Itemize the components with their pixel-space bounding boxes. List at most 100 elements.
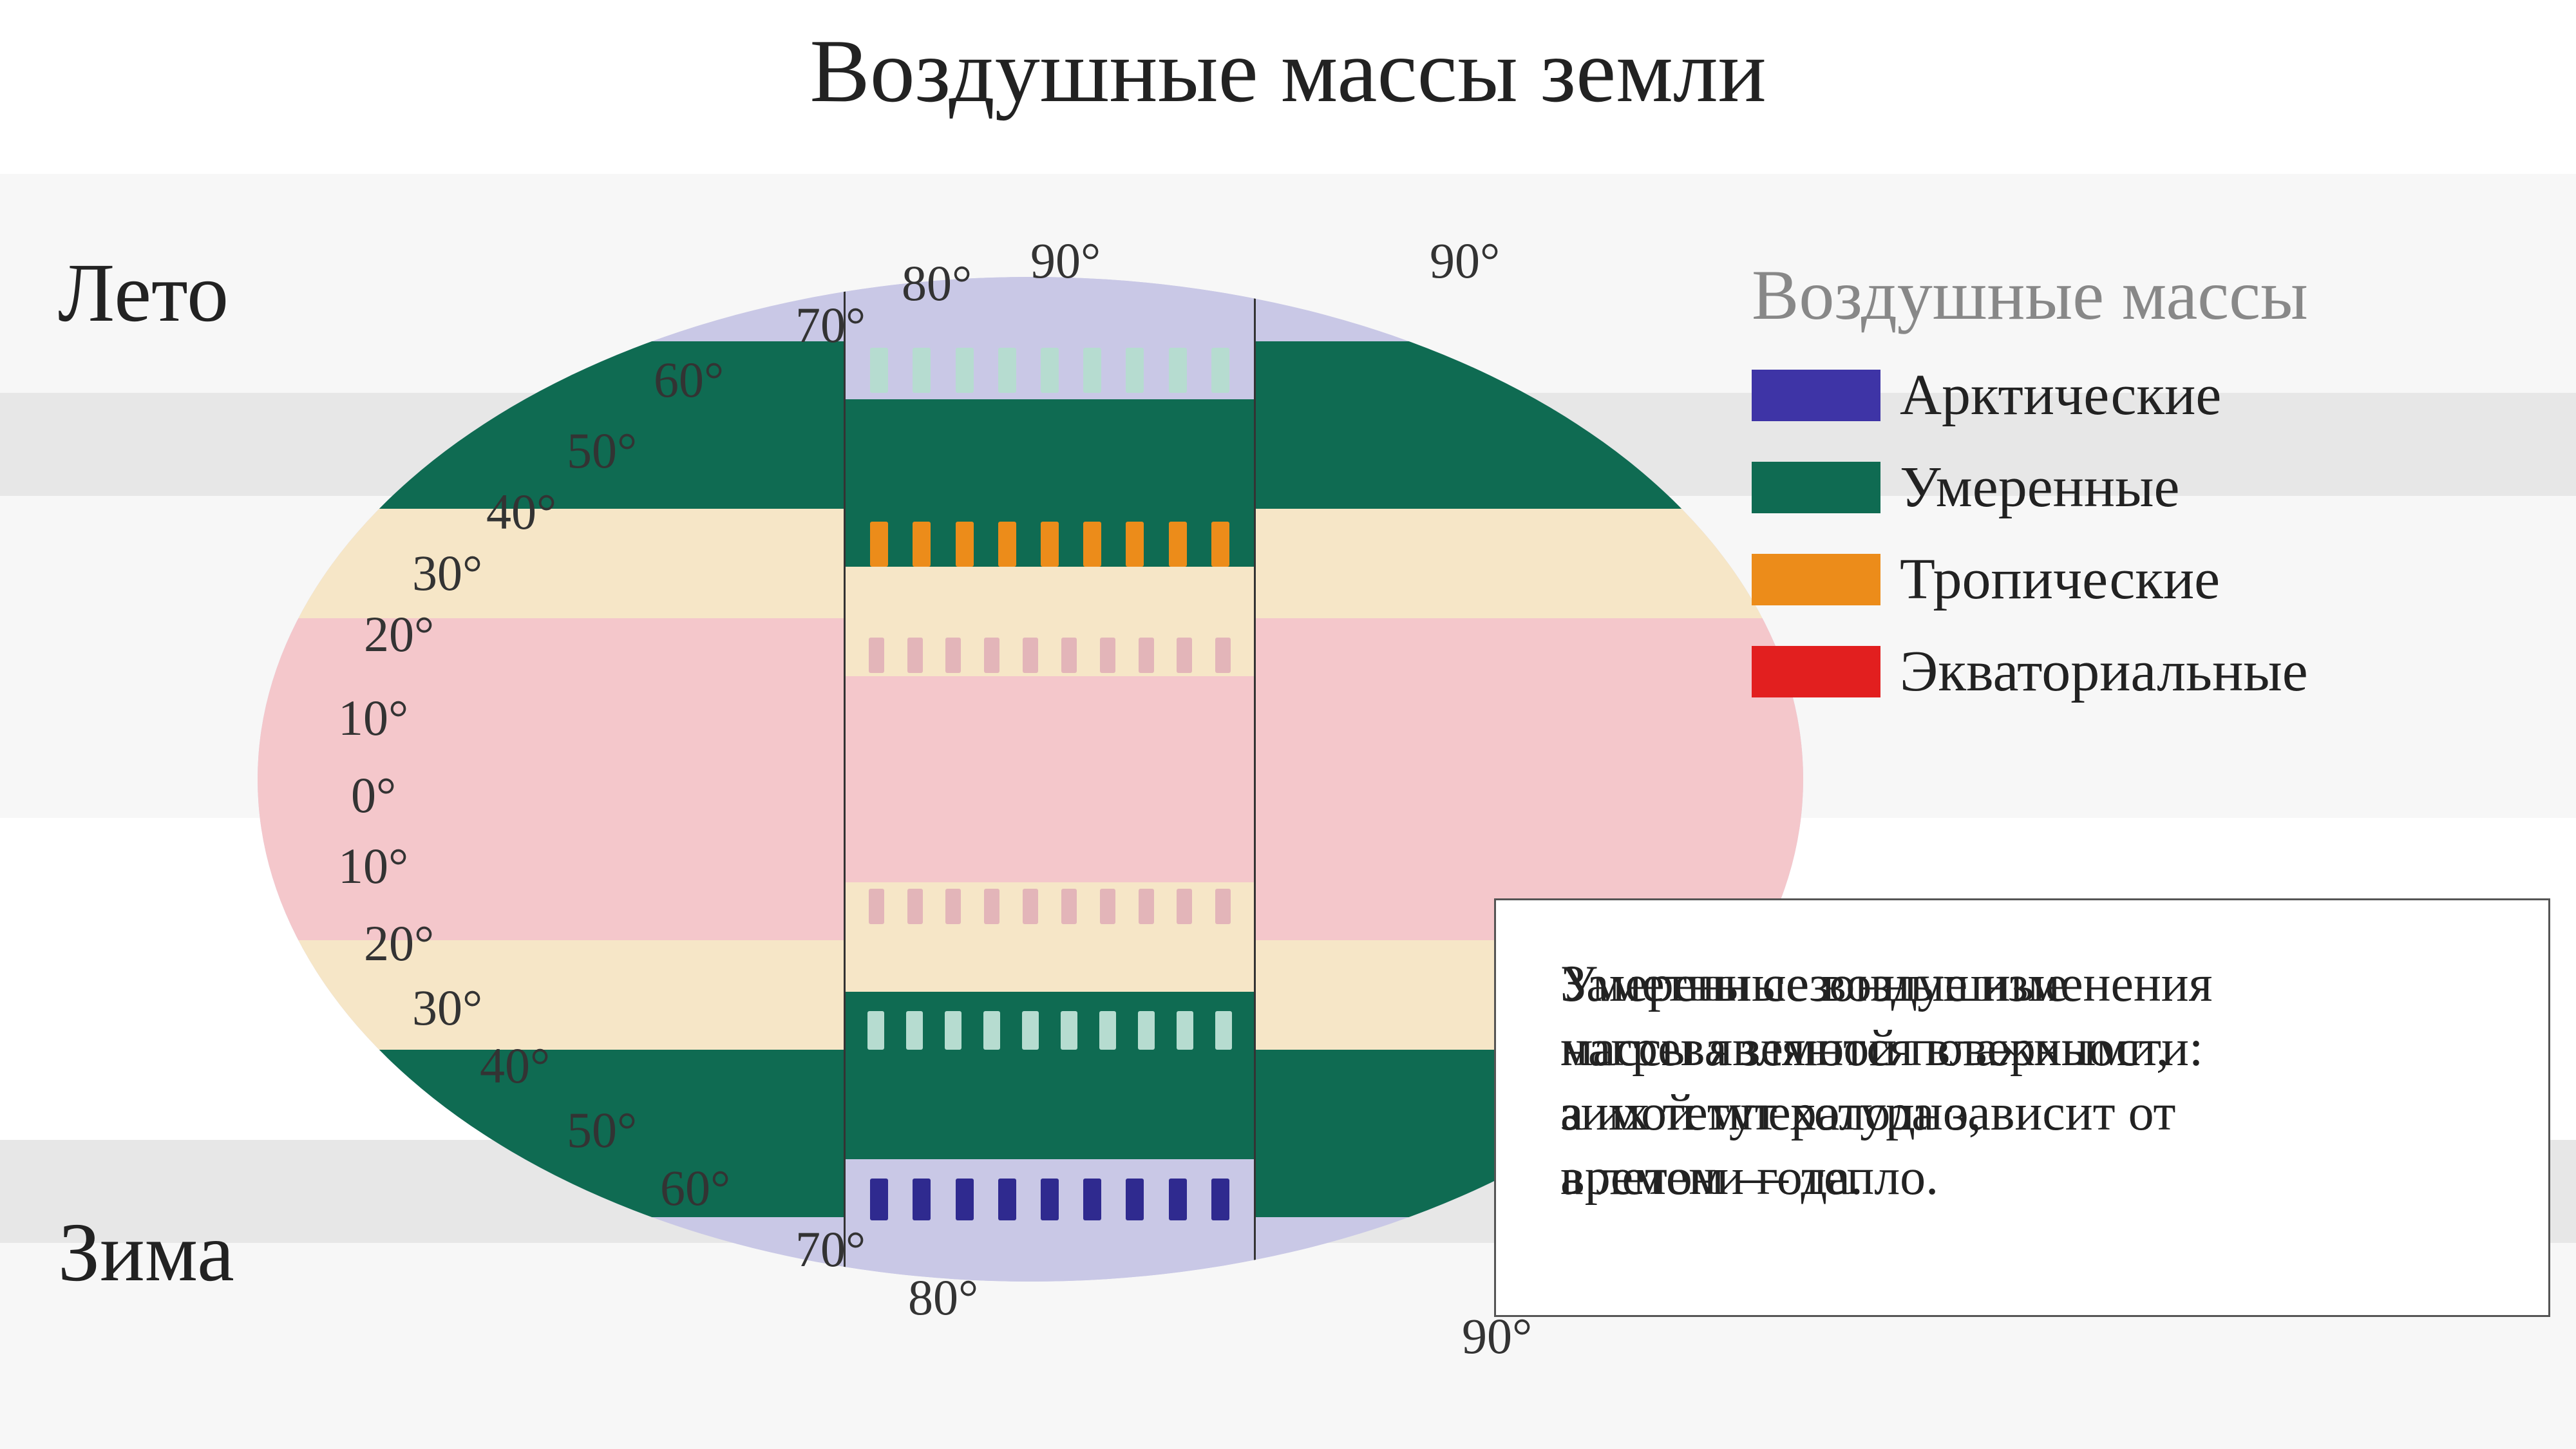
dash — [1139, 638, 1154, 673]
dash — [1138, 1011, 1155, 1050]
dash — [998, 348, 1016, 393]
legend-item: Экваториальные — [1752, 638, 2576, 705]
dash-row — [846, 889, 1254, 924]
season-label-bottom: Зима — [58, 1204, 234, 1301]
dash — [984, 889, 999, 924]
dash — [1083, 1179, 1101, 1220]
slide: Воздушные массы земли Лето Зима 90° 80° 70… — [0, 0, 2576, 1449]
dash-row — [846, 1179, 1254, 1220]
dash — [983, 1011, 1000, 1050]
dash — [870, 348, 888, 393]
center-band-equatorial-cn — [846, 676, 1254, 779]
dash — [1139, 889, 1154, 924]
dash — [1169, 348, 1187, 393]
dash — [1177, 889, 1192, 924]
legend-item: Тропические — [1752, 546, 2576, 612]
legend-swatch — [1752, 646, 1880, 697]
season-label-top: Лето — [58, 245, 229, 341]
lat-label: 50° — [567, 1101, 637, 1159]
dash — [1100, 638, 1115, 673]
dash — [1211, 1179, 1229, 1220]
dash — [1100, 889, 1115, 924]
dash — [945, 1011, 961, 1050]
lat-label: 10° — [338, 689, 408, 747]
dash — [867, 1011, 884, 1050]
lat-label: 30° — [412, 544, 482, 602]
lat-label: 70° — [795, 1220, 866, 1278]
dash — [906, 1011, 923, 1050]
dash-row — [846, 1011, 1254, 1050]
dash — [1061, 638, 1077, 673]
legend-swatch — [1752, 462, 1880, 513]
legend-title: Воздушные массы — [1752, 254, 2576, 336]
dash — [1169, 522, 1187, 567]
dash — [998, 522, 1016, 567]
dash — [956, 1179, 974, 1220]
legend-item: Арктические — [1752, 362, 2576, 428]
dash — [1041, 1179, 1059, 1220]
dash — [907, 638, 923, 673]
dash — [907, 889, 923, 924]
center-shift-box — [844, 277, 1256, 1282]
lat-label: 60° — [660, 1159, 730, 1217]
dash — [1083, 522, 1101, 567]
legend-swatch — [1752, 370, 1880, 421]
dash — [869, 638, 884, 673]
lat-label: 70° — [795, 296, 866, 354]
lat-label: 20° — [364, 914, 434, 972]
center-band-arctic-cs — [846, 1159, 1254, 1282]
dash — [1126, 348, 1144, 393]
dash — [1041, 522, 1059, 567]
legend-swatch — [1752, 554, 1880, 605]
lat-label: 0° — [351, 766, 396, 824]
lat-label: 40° — [480, 1037, 550, 1095]
dash — [1215, 889, 1231, 924]
dash — [1211, 522, 1229, 567]
dash — [956, 522, 974, 567]
legend-label: Тропические — [1900, 546, 2220, 612]
dash — [1099, 1011, 1116, 1050]
dash — [1126, 522, 1144, 567]
dash — [870, 522, 888, 567]
dash — [1061, 889, 1077, 924]
legend: Воздушные массы Арктические Умеренные Троп… — [1752, 254, 2576, 730]
lat-label: 60° — [654, 351, 724, 409]
legend-item: Умеренные — [1752, 454, 2576, 520]
dash — [1215, 638, 1231, 673]
page-title: Воздушные массы земли — [0, 19, 2576, 123]
legend-label: Экваториальные — [1900, 638, 2308, 705]
dash — [945, 638, 961, 673]
center-band-equatorial-cs — [846, 779, 1254, 882]
dash — [1022, 1011, 1039, 1050]
lat-label: 20° — [364, 605, 434, 663]
dash — [998, 1179, 1016, 1220]
dash — [1177, 1011, 1193, 1050]
lat-label: 80° — [902, 254, 972, 312]
lat-label: 90° — [1030, 232, 1101, 290]
dash — [1061, 1011, 1077, 1050]
dash — [913, 1179, 931, 1220]
dash — [1215, 1011, 1232, 1050]
dash — [913, 522, 931, 567]
dash — [913, 348, 931, 393]
dash — [984, 638, 999, 673]
dash-row — [846, 348, 1254, 393]
legend-label: Арктические — [1900, 362, 2221, 428]
dash — [1126, 1179, 1144, 1220]
dash — [956, 348, 974, 393]
legend-label: Умеренные — [1900, 454, 2179, 520]
lat-label: 10° — [338, 837, 408, 895]
dash — [1023, 638, 1038, 673]
lat-label: 80° — [908, 1269, 978, 1327]
dash — [870, 1179, 888, 1220]
dash-row — [846, 522, 1254, 567]
dash — [1041, 348, 1059, 393]
lat-label: 40° — [486, 483, 556, 541]
dash — [1177, 638, 1192, 673]
dash — [869, 889, 884, 924]
dash — [945, 889, 961, 924]
dash — [1211, 348, 1229, 393]
dash — [1083, 348, 1101, 393]
lat-label: 30° — [412, 979, 482, 1037]
dash-row — [846, 638, 1254, 673]
